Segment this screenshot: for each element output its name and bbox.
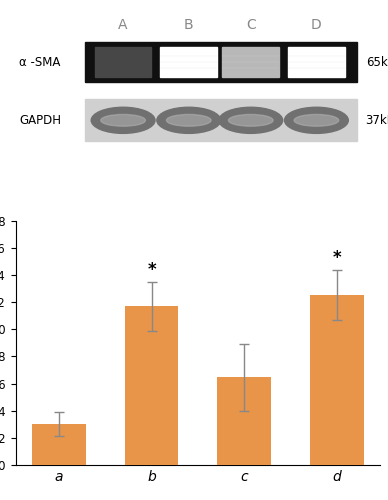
Ellipse shape: [166, 114, 211, 126]
Text: GAPDH: GAPDH: [19, 114, 61, 127]
Ellipse shape: [91, 108, 155, 134]
Ellipse shape: [219, 108, 283, 134]
Text: 65kDa: 65kDa: [365, 56, 388, 68]
Bar: [161, 47, 217, 78]
Text: A: A: [118, 18, 128, 32]
Bar: [85, 42, 357, 82]
Bar: [125, 306, 178, 465]
Ellipse shape: [294, 114, 339, 126]
Ellipse shape: [101, 114, 146, 126]
Text: *: *: [147, 261, 156, 279]
Text: 37kDa: 37kDa: [365, 114, 388, 127]
Bar: [32, 424, 86, 465]
Text: *: *: [333, 249, 341, 267]
Text: α -SMA: α -SMA: [19, 56, 61, 68]
Text: B: B: [184, 18, 194, 32]
Bar: [217, 378, 271, 465]
Bar: [85, 100, 357, 141]
Bar: [222, 47, 279, 78]
Ellipse shape: [157, 108, 221, 134]
Bar: [310, 294, 364, 465]
Ellipse shape: [284, 108, 348, 134]
Bar: [95, 47, 151, 78]
Text: D: D: [311, 18, 322, 32]
Ellipse shape: [229, 114, 273, 126]
Bar: [288, 47, 345, 78]
Text: C: C: [246, 18, 256, 32]
